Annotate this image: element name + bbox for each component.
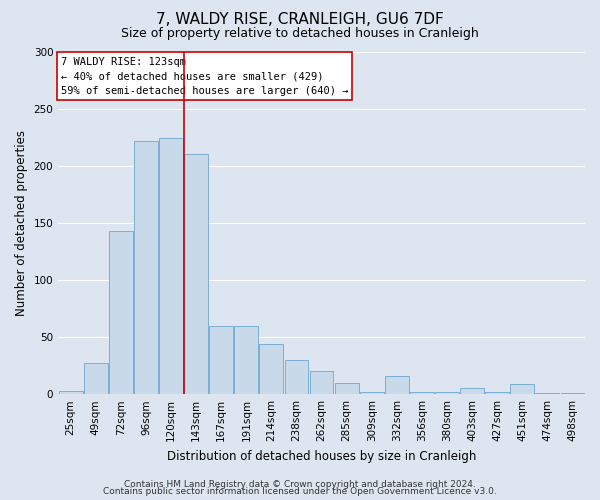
Bar <box>485 392 509 394</box>
Bar <box>335 383 359 394</box>
Bar <box>59 391 83 394</box>
Text: Contains public sector information licensed under the Open Government Licence v3: Contains public sector information licen… <box>103 488 497 496</box>
Bar <box>360 392 383 394</box>
Bar <box>385 376 409 394</box>
Bar <box>159 138 183 394</box>
Bar <box>511 384 534 394</box>
Bar <box>535 393 559 394</box>
Y-axis label: Number of detached properties: Number of detached properties <box>15 130 28 316</box>
Text: Contains HM Land Registry data © Crown copyright and database right 2024.: Contains HM Land Registry data © Crown c… <box>124 480 476 489</box>
Bar <box>184 154 208 394</box>
Bar <box>410 392 434 394</box>
Text: 7 WALDY RISE: 123sqm
← 40% of detached houses are smaller (429)
59% of semi-deta: 7 WALDY RISE: 123sqm ← 40% of detached h… <box>61 56 349 96</box>
Bar <box>435 392 459 394</box>
Bar <box>310 372 334 394</box>
Bar <box>84 364 108 394</box>
Bar <box>560 393 584 394</box>
Bar <box>235 326 258 394</box>
Bar <box>209 326 233 394</box>
X-axis label: Distribution of detached houses by size in Cranleigh: Distribution of detached houses by size … <box>167 450 476 462</box>
Text: 7, WALDY RISE, CRANLEIGH, GU6 7DF: 7, WALDY RISE, CRANLEIGH, GU6 7DF <box>156 12 444 28</box>
Bar <box>259 344 283 394</box>
Bar <box>460 388 484 394</box>
Bar <box>284 360 308 394</box>
Bar <box>134 140 158 394</box>
Bar <box>109 231 133 394</box>
Text: Size of property relative to detached houses in Cranleigh: Size of property relative to detached ho… <box>121 28 479 40</box>
